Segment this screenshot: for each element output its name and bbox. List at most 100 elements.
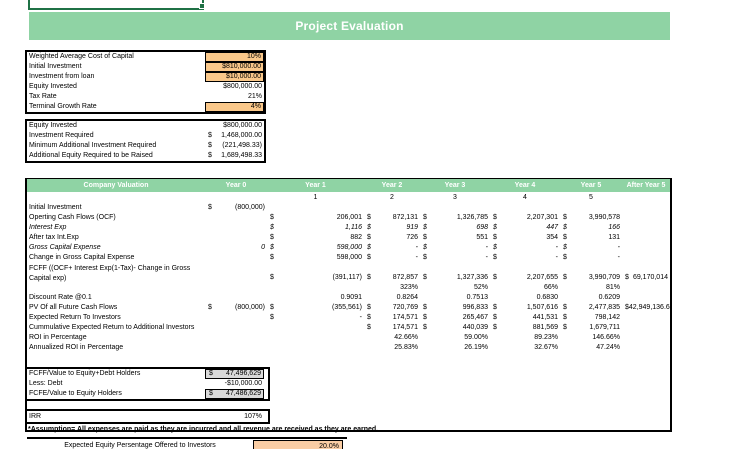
value-cell[interactable]: $872,131 bbox=[364, 213, 420, 223]
equity-offer-label[interactable]: Expected Equity Persentage Offered to In… bbox=[64, 442, 216, 449]
value-cell[interactable]: 0 bbox=[261, 244, 265, 251]
row-label[interactable]: Change in Gross Capital Expense bbox=[29, 254, 135, 261]
value-cell[interactable] bbox=[622, 223, 670, 233]
value-cell[interactable] bbox=[205, 293, 267, 303]
value-cell[interactable]: $798,142 bbox=[560, 313, 622, 323]
value-cell[interactable]: $ - bbox=[420, 243, 490, 253]
value-cell[interactable]: 10% bbox=[205, 52, 264, 62]
value-cell[interactable]: 81% bbox=[605, 284, 620, 291]
value-cell[interactable]: $ - bbox=[267, 313, 364, 323]
row-label[interactable]: FCFF/Value to Equity+Debt Holders bbox=[29, 370, 141, 377]
value-cell[interactable]: $3,990,578 bbox=[560, 213, 622, 223]
value-cell[interactable] bbox=[205, 313, 267, 323]
value-cell[interactable]: 0.8264 bbox=[396, 294, 418, 301]
value-cell[interactable]: $ (221,498.33) bbox=[205, 141, 264, 151]
value-cell[interactable]: $ - bbox=[364, 253, 420, 263]
selection-fill-handle[interactable] bbox=[199, 3, 205, 9]
value-cell[interactable]: 323% bbox=[400, 284, 418, 291]
row-label[interactable]: Equity Invested bbox=[29, 122, 77, 129]
value-cell[interactable]: $598,000 bbox=[267, 253, 364, 263]
value-cell[interactable]: $1,116 bbox=[267, 223, 364, 233]
column-header[interactable]: Company Valuation bbox=[83, 182, 149, 189]
value-cell[interactable]: $ - bbox=[560, 243, 622, 253]
value-cell[interactable]: $440,039 bbox=[420, 323, 490, 333]
row-label[interactable]: FCFF ((OCF+ Interest Exp(1-Tax)- Change … bbox=[29, 265, 191, 282]
value-cell[interactable] bbox=[622, 333, 670, 343]
value-cell[interactable] bbox=[622, 343, 670, 353]
value-cell[interactable] bbox=[622, 253, 670, 263]
value-cell[interactable]: 0.7513 bbox=[466, 294, 488, 301]
value-cell[interactable]: $166 bbox=[560, 223, 622, 233]
value-cell[interactable] bbox=[622, 293, 670, 303]
value-cell[interactable]: $1,679,711 bbox=[560, 323, 622, 333]
value-cell[interactable]: 66% bbox=[543, 284, 558, 291]
period-number-cell[interactable]: 2 bbox=[390, 194, 394, 201]
column-header[interactable]: After Year 5 bbox=[626, 182, 666, 189]
value-cell[interactable] bbox=[205, 253, 267, 263]
value-cell[interactable] bbox=[205, 263, 267, 283]
value-cell[interactable] bbox=[420, 203, 490, 213]
value-cell[interactable] bbox=[622, 233, 670, 243]
value-cell[interactable]: $1,689,498.33 bbox=[205, 151, 264, 161]
value-cell[interactable]: $441,531 bbox=[490, 313, 560, 323]
row-label[interactable]: Minimum Additional Investment Required bbox=[29, 142, 157, 149]
row-label[interactable]: Discount Rate @0.1 bbox=[29, 294, 92, 301]
value-cell[interactable] bbox=[205, 323, 267, 333]
value-cell[interactable] bbox=[267, 323, 364, 333]
value-cell[interactable]: $1,327,336 bbox=[420, 263, 490, 283]
column-header[interactable]: Year 5 bbox=[580, 182, 602, 189]
row-label[interactable]: Terminal Growth Rate bbox=[29, 103, 97, 110]
value-cell[interactable]: $996,833 bbox=[420, 303, 490, 313]
value-cell[interactable]: $69,170,014 bbox=[622, 263, 670, 283]
period-number-cell[interactable] bbox=[205, 192, 267, 203]
value-cell[interactable]: $919 bbox=[364, 223, 420, 233]
row-label[interactable]: After tax Int.Exp bbox=[29, 234, 79, 241]
value-cell[interactable]: $ (391,117) bbox=[267, 263, 364, 283]
value-cell[interactable]: $47,486,629 bbox=[205, 389, 264, 399]
row-label[interactable]: PV Of all Future Cash Flows bbox=[29, 304, 118, 311]
value-cell[interactable]: $800,000.00 bbox=[223, 83, 262, 90]
value-cell[interactable]: $872,857 bbox=[364, 263, 420, 283]
value-cell[interactable]: $1,468,000.00 bbox=[205, 131, 264, 141]
value-cell[interactable] bbox=[622, 283, 670, 293]
value-cell[interactable] bbox=[205, 223, 267, 233]
value-cell[interactable]: $2,207,655 bbox=[490, 263, 560, 283]
column-header[interactable]: Year 2 bbox=[381, 182, 403, 189]
period-number-cell[interactable]: 3 bbox=[453, 194, 457, 201]
value-cell[interactable]: $3,990,709 bbox=[560, 263, 622, 283]
period-number-cell[interactable]: 4 bbox=[523, 194, 527, 201]
row-label[interactable]: Investment from loan bbox=[29, 73, 95, 80]
irr-value[interactable]: 107% bbox=[244, 413, 262, 420]
value-cell[interactable]: $265,467 bbox=[420, 313, 490, 323]
period-number-cell[interactable]: 1 bbox=[313, 194, 318, 201]
row-label[interactable]: Equity Invested bbox=[29, 83, 77, 90]
row-label[interactable]: Tax Rate bbox=[29, 93, 57, 100]
value-cell[interactable] bbox=[205, 343, 267, 353]
value-cell[interactable] bbox=[205, 233, 267, 243]
column-header[interactable]: Year 3 bbox=[444, 182, 466, 189]
value-cell[interactable] bbox=[560, 203, 622, 213]
period-number-cell[interactable] bbox=[27, 192, 205, 203]
row-label[interactable]: Initial Investment bbox=[29, 63, 82, 70]
value-cell[interactable]: $10,000.00 bbox=[205, 72, 264, 82]
value-cell[interactable] bbox=[622, 323, 670, 333]
row-label[interactable]: Investment Required bbox=[29, 132, 94, 139]
value-cell[interactable]: $720,769 bbox=[364, 303, 420, 313]
value-cell[interactable]: $447 bbox=[490, 223, 560, 233]
value-cell[interactable] bbox=[205, 333, 267, 343]
value-cell[interactable]: 146.66% bbox=[592, 334, 620, 341]
value-cell[interactable]: $206,001 bbox=[267, 213, 364, 223]
row-label[interactable] bbox=[27, 283, 205, 293]
value-cell[interactable] bbox=[267, 283, 364, 293]
value-cell[interactable]: $1,326,785 bbox=[420, 213, 490, 223]
value-cell[interactable]: $ (355,561) bbox=[267, 303, 364, 313]
row-label[interactable]: Expected Return To Investors bbox=[29, 314, 121, 321]
period-number-cell[interactable]: 5 bbox=[589, 194, 593, 201]
value-cell[interactable]: $698 bbox=[420, 223, 490, 233]
value-cell[interactable]: 0.6830 bbox=[536, 294, 558, 301]
value-cell[interactable]: 32.67% bbox=[534, 344, 558, 351]
row-label[interactable]: Annualized ROI in Percentage bbox=[29, 344, 124, 351]
value-cell[interactable]: $1,507,616 bbox=[490, 303, 560, 313]
value-cell[interactable]: $2,477,835 bbox=[560, 303, 622, 313]
value-cell[interactable] bbox=[622, 203, 670, 213]
